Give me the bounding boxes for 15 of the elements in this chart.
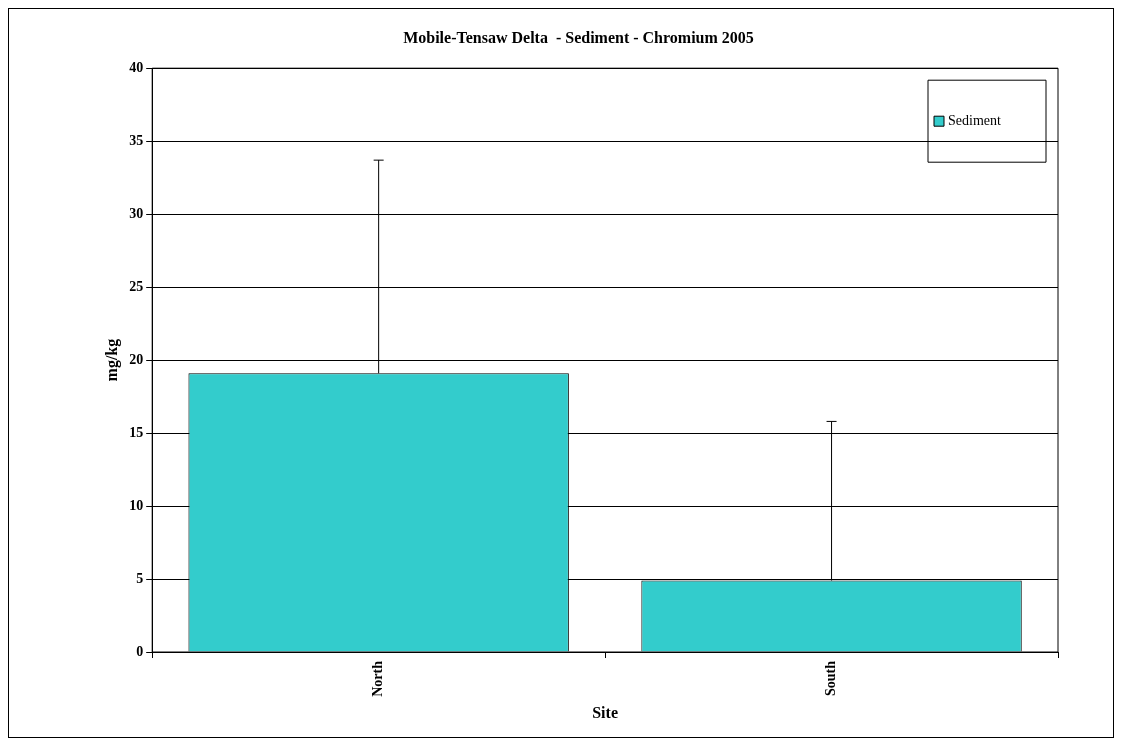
y-tick-label: 25 [129, 278, 144, 294]
y-axis-title: mg/kg [102, 338, 121, 382]
y-tick-label: 35 [129, 132, 144, 148]
chart-title: Mobile-Tensaw Delta - Sediment - Chromium 2005 [403, 28, 754, 46]
x-axis-title: Site [592, 703, 618, 721]
y-tick-label: 20 [129, 351, 144, 367]
y-tick-label: 40 [129, 59, 144, 75]
y-tick-label: 10 [129, 497, 144, 513]
x-tick-label: North [370, 660, 386, 697]
y-tick-label: 0 [136, 643, 144, 659]
legend-label: Sediment [948, 112, 1001, 128]
x-tick-label: South [823, 660, 839, 697]
y-tick-label: 5 [136, 570, 144, 586]
y-tick-label: 15 [129, 424, 144, 440]
y-tick-label: 30 [129, 205, 144, 221]
